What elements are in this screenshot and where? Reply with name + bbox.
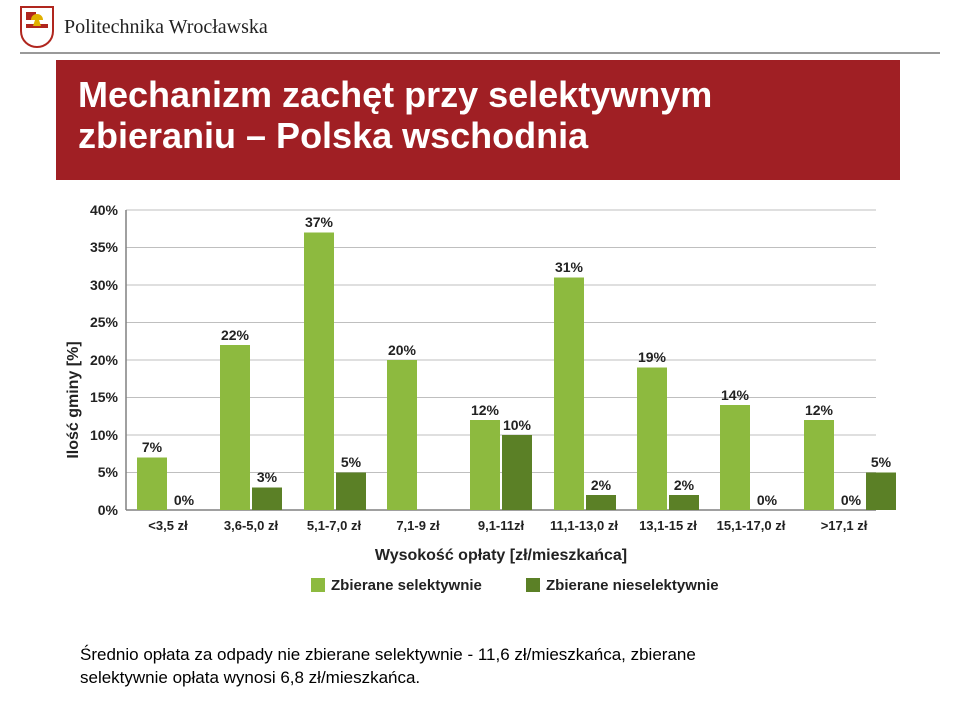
svg-text:31%: 31% bbox=[555, 259, 584, 275]
svg-text:12%: 12% bbox=[805, 402, 834, 418]
y-axis-title: Ilość gminy [%] bbox=[65, 341, 82, 458]
svg-text:20%: 20% bbox=[90, 352, 119, 368]
svg-text:2%: 2% bbox=[674, 477, 695, 493]
svg-text:5%: 5% bbox=[341, 454, 362, 470]
svg-text:15,1-17,0 zł: 15,1-17,0 zł bbox=[717, 518, 786, 533]
svg-text:Zbierane nieselektywnie: Zbierane nieselektywnie bbox=[546, 577, 719, 594]
y-ticks: 0% 5% 10% 15% 20% 25% 30% 35% 40% bbox=[90, 202, 119, 518]
svg-text:13,1-15 zł: 13,1-15 zł bbox=[639, 518, 697, 533]
svg-text:7%: 7% bbox=[142, 439, 163, 455]
x-axis-title: Wysokość opłaty [zł/mieszkańca] bbox=[375, 547, 627, 564]
svg-text:22%: 22% bbox=[221, 327, 250, 343]
svg-text:37%: 37% bbox=[305, 214, 334, 230]
svg-text:14%: 14% bbox=[721, 387, 750, 403]
svg-text:3,6-5,0 zł: 3,6-5,0 zł bbox=[224, 518, 279, 533]
svg-text:40%: 40% bbox=[90, 202, 119, 218]
slide-title-line2: zbieraniu – Polska wschodnia bbox=[78, 115, 878, 156]
svg-text:Zbierane selektywnie: Zbierane selektywnie bbox=[331, 577, 482, 594]
caption-line2: selektywnie opłata wynosi 6,8 zł/mieszka… bbox=[80, 667, 880, 690]
x-ticks: <3,5 zł 3,6-5,0 zł 5,1-7,0 zł 7,1-9 zł 9… bbox=[148, 518, 867, 533]
svg-text:10%: 10% bbox=[90, 427, 119, 443]
caption-line1: Średnio opłata za odpady nie zbierane se… bbox=[80, 644, 880, 667]
svg-text:5%: 5% bbox=[98, 464, 119, 480]
svg-text:12%: 12% bbox=[471, 402, 500, 418]
university-name: Politechnika Wrocławska bbox=[64, 16, 268, 39]
svg-text:20%: 20% bbox=[388, 342, 417, 358]
svg-text:35%: 35% bbox=[90, 239, 119, 255]
svg-text:10%: 10% bbox=[503, 417, 532, 433]
svg-text:2%: 2% bbox=[591, 477, 612, 493]
svg-text:0%: 0% bbox=[174, 492, 195, 508]
svg-text:5,1-7,0 zł: 5,1-7,0 zł bbox=[307, 518, 362, 533]
svg-text:>17,1 zł: >17,1 zł bbox=[821, 518, 868, 533]
slide-title-line1: Mechanizm zachęt przy selektywnym bbox=[78, 74, 878, 115]
svg-text:0%: 0% bbox=[98, 502, 119, 518]
svg-text:5%: 5% bbox=[871, 454, 892, 470]
bars bbox=[137, 233, 896, 511]
svg-text:0%: 0% bbox=[757, 492, 778, 508]
university-shield-icon bbox=[20, 6, 54, 48]
svg-text:15%: 15% bbox=[90, 389, 119, 405]
university-header: Politechnika Wrocławska bbox=[20, 6, 268, 48]
svg-text:<3,5 zł: <3,5 zł bbox=[148, 518, 188, 533]
bar-chart: 0% 5% 10% 15% 20% 25% 30% 35% 40% Ilość … bbox=[56, 200, 900, 630]
svg-text:7,1-9 zł: 7,1-9 zł bbox=[396, 518, 440, 533]
chart-svg: 0% 5% 10% 15% 20% 25% 30% 35% 40% Ilość … bbox=[56, 200, 900, 630]
legend: Zbierane selektywnie Zbierane nieselekty… bbox=[311, 577, 719, 594]
slide-title-box: Mechanizm zachęt przy selektywnym zbiera… bbox=[56, 60, 900, 180]
svg-text:0%: 0% bbox=[841, 492, 862, 508]
svg-text:30%: 30% bbox=[90, 277, 119, 293]
svg-text:3%: 3% bbox=[257, 469, 278, 485]
svg-text:25%: 25% bbox=[90, 314, 119, 330]
caption: Średnio opłata za odpady nie zbierane se… bbox=[80, 644, 880, 690]
header-divider bbox=[20, 52, 940, 54]
svg-text:19%: 19% bbox=[638, 349, 667, 365]
svg-text:11,1-13,0 zł: 11,1-13,0 zł bbox=[550, 518, 618, 533]
svg-text:9,1-11zł: 9,1-11zł bbox=[478, 518, 525, 533]
